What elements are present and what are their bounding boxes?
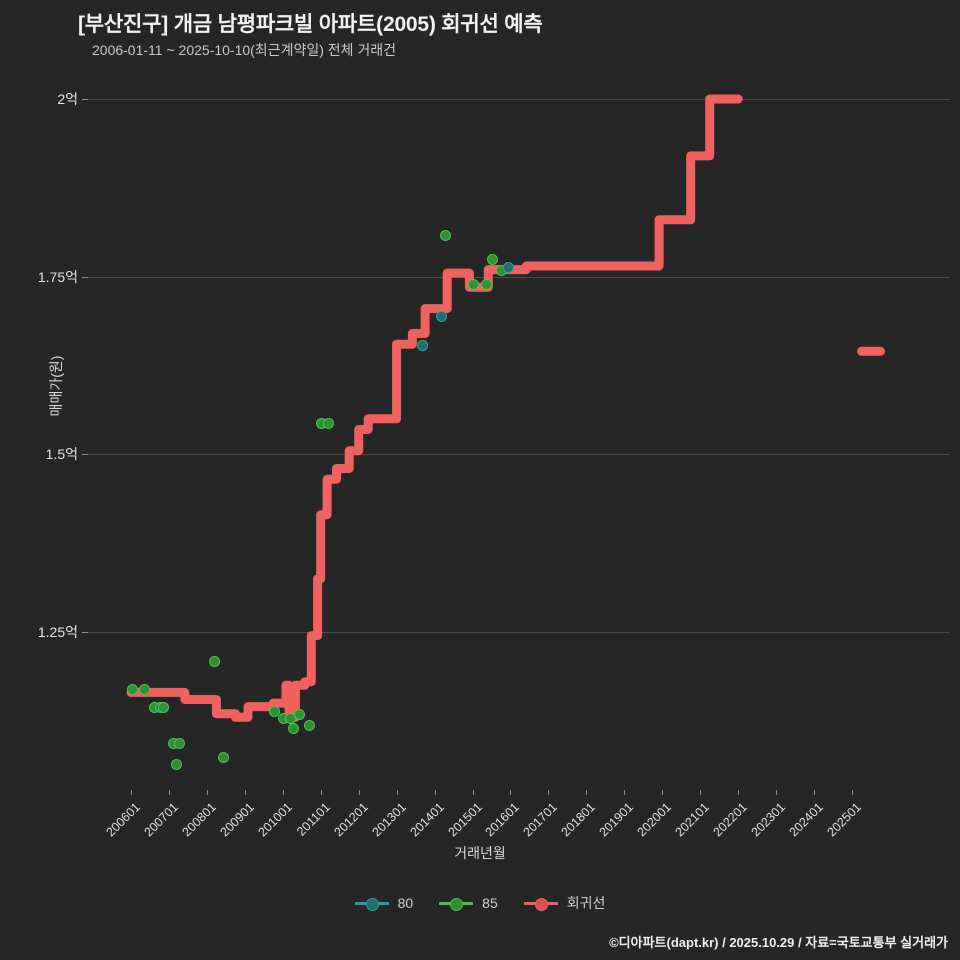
x-tick-mark xyxy=(548,790,550,795)
scatter-point-85[interactable] xyxy=(158,702,170,714)
x-tick-mark xyxy=(396,790,398,795)
scatter-point-85[interactable] xyxy=(268,705,280,717)
scatter-point-85[interactable] xyxy=(170,758,182,770)
x-tick-mark xyxy=(131,790,132,795)
legend-label-regression: 회귀선 xyxy=(566,895,606,911)
x-tick-mark xyxy=(776,790,778,795)
y-tick-mark xyxy=(82,632,88,633)
x-tick-mark xyxy=(206,790,208,795)
legend-label-80: 80 xyxy=(397,895,414,911)
scatter-point-85[interactable] xyxy=(322,417,334,429)
y-tick-label: 1.75억 xyxy=(37,268,78,285)
scatter-point-80[interactable] xyxy=(436,311,448,323)
y-tick-mark xyxy=(82,276,88,278)
scatter-point-85[interactable] xyxy=(126,684,138,696)
y-tick-label: 2억 xyxy=(57,91,78,107)
x-tick-mark xyxy=(358,790,360,795)
x-tick-mark xyxy=(472,790,474,795)
scatter-point-80[interactable] xyxy=(502,261,514,273)
x-tick-mark xyxy=(700,790,702,795)
x-axis-label: 거래년월 xyxy=(454,845,506,861)
x-tick-mark xyxy=(624,790,626,795)
scatter-point-85[interactable] xyxy=(218,751,230,763)
page-title: [부산진구] 개금 남평파크빌 아파트(2005) 회귀선 예측 xyxy=(78,13,543,36)
legend-item-85[interactable]: 85 xyxy=(439,895,498,911)
y-axis-label: 매매가(원) xyxy=(48,355,64,417)
scatter-point-85[interactable] xyxy=(468,279,480,291)
legend-label-85: 85 xyxy=(482,895,498,911)
y-tick-mark xyxy=(82,454,88,456)
scatter-point-85[interactable] xyxy=(294,709,306,721)
x-tick-mark xyxy=(434,790,436,795)
gridline xyxy=(88,99,950,100)
y-tick-label: 1.5억 xyxy=(45,446,78,463)
legend-swatch-regression xyxy=(523,897,558,911)
legend-swatch-85 xyxy=(439,897,474,911)
scatter-point-85[interactable] xyxy=(139,684,151,696)
x-tick-mark xyxy=(738,790,740,795)
scatter-point-85[interactable] xyxy=(439,229,451,241)
gridline xyxy=(88,632,950,633)
y-tick-label: 1.25억 xyxy=(37,624,78,640)
legend-item-80[interactable]: 80 xyxy=(354,895,414,911)
legend-swatch-80 xyxy=(354,897,389,911)
x-tick-mark xyxy=(510,790,512,795)
scatter-point-85[interactable] xyxy=(208,655,220,667)
scatter-point-85[interactable] xyxy=(303,719,315,731)
scatter-point-80[interactable] xyxy=(417,339,429,351)
x-tick-mark xyxy=(282,790,284,795)
legend-item-regression[interactable]: 회귀선 xyxy=(523,893,606,913)
x-tick-mark xyxy=(168,790,170,795)
x-tick-mark xyxy=(586,790,588,795)
legend: 80 85 회귀선 xyxy=(0,893,960,913)
scatter-point-85[interactable] xyxy=(173,737,185,749)
chart-subtitle: 2006-01-11 ~ 2025-10-10(최근계약일) 전체 거래건 xyxy=(92,42,397,58)
scatter-point-85[interactable] xyxy=(480,279,492,291)
x-tick-mark xyxy=(320,790,322,795)
footer-credit: ©디아파트(dapt.kr) / 2025.10.29 / 자료=국토교통부 실… xyxy=(609,935,948,950)
x-tick-mark xyxy=(814,790,816,795)
gridline xyxy=(88,276,950,278)
x-tick-mark xyxy=(852,790,853,795)
gridline xyxy=(88,454,950,456)
scatter-point-85[interactable] xyxy=(287,723,299,735)
x-tick-mark xyxy=(662,790,664,795)
x-tick-mark xyxy=(244,790,246,795)
scatter-point-85[interactable] xyxy=(487,254,498,266)
y-tick-mark xyxy=(82,99,88,100)
